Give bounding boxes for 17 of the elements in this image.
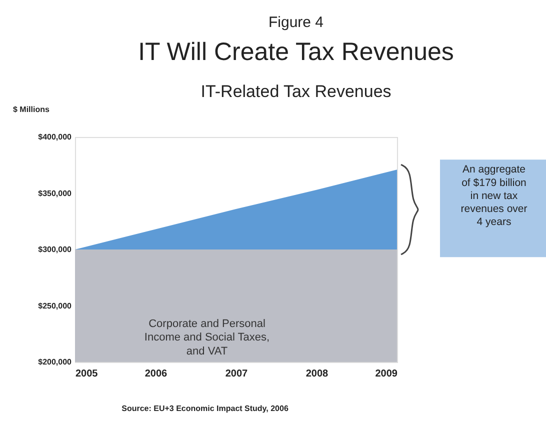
y-tick-label: $300,000 (38, 245, 72, 254)
y-tick-label: $350,000 (38, 188, 72, 198)
y-axis-title: $ Millions (13, 105, 50, 114)
x-tick-label: 2007 (225, 368, 248, 380)
chart-subtitle: IT-Related Tax Revenues (200, 82, 392, 101)
y-tick-label: $400,000 (38, 132, 72, 142)
caption: Figure 4 (268, 14, 324, 31)
annotation: Corporate and Personal Income and Social Taxes, and VAT (144, 318, 270, 358)
y-tick-label: $250,000 (38, 301, 72, 310)
source-note: Source: EU+3 Economic Impact Study, 2006 (122, 404, 289, 413)
x-tick-label: 2005 (76, 368, 98, 380)
chart-title: IT Will Create Tax Revenues (138, 38, 454, 66)
x-tick-label: 2006 (144, 368, 168, 380)
y-tick-label: $200,000 (38, 358, 72, 366)
x-tick-label: 2008 (306, 368, 329, 380)
text: An aggregate of $179 billion in new tax revenues over 4 years (460, 164, 528, 228)
x-tick-label: 2009 (375, 368, 398, 380)
